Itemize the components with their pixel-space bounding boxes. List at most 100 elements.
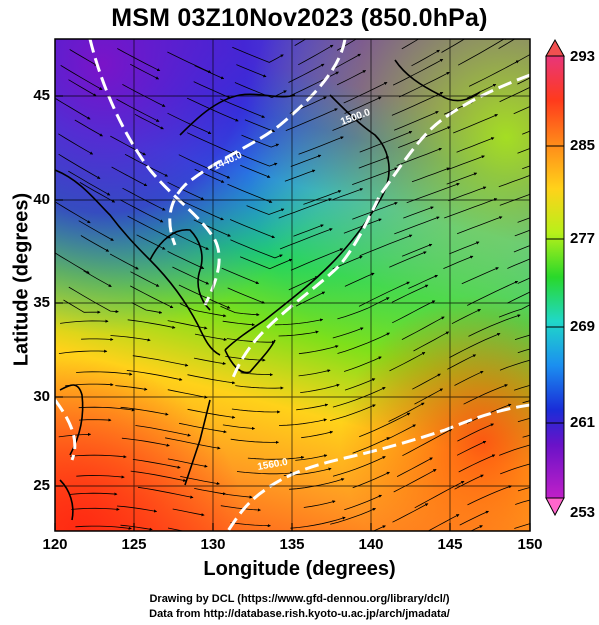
streamline — [499, 444, 530, 456]
streamline — [278, 418, 328, 426]
streamline — [358, 156, 390, 169]
streamline — [449, 333, 501, 358]
streamline — [78, 406, 136, 412]
streamline — [507, 291, 530, 304]
streamline — [352, 201, 398, 220]
streamline — [298, 369, 331, 377]
streamline — [446, 155, 485, 171]
streamline — [446, 172, 478, 185]
streamline — [522, 400, 530, 404]
streamline — [403, 206, 434, 219]
streamline — [132, 459, 181, 469]
streamline — [116, 98, 160, 122]
streamline — [500, 463, 530, 475]
streamline — [135, 425, 191, 437]
streamline — [240, 372, 274, 377]
streamline — [231, 408, 281, 414]
streamline — [83, 270, 112, 287]
streamline — [172, 508, 205, 517]
streamline — [58, 153, 101, 179]
streamline — [359, 412, 411, 438]
streamline — [193, 219, 231, 237]
streamline — [225, 356, 266, 362]
colorbar-tick-label: 261 — [570, 414, 596, 431]
streamline — [58, 133, 94, 155]
streamline — [343, 82, 388, 104]
streamline — [459, 510, 489, 526]
streamline — [408, 274, 438, 289]
streamline — [111, 166, 148, 187]
streamline — [344, 494, 382, 511]
y-tick-label: 40 — [33, 191, 50, 208]
streamline — [241, 134, 280, 148]
streamline — [499, 193, 530, 206]
streamline — [167, 320, 208, 330]
streamline — [220, 98, 265, 118]
streamline — [454, 474, 484, 490]
streamline — [401, 39, 420, 50]
streamline — [389, 352, 426, 372]
streamline — [130, 271, 160, 287]
streamline — [187, 374, 236, 385]
colorbar-tick-label: 253 — [570, 504, 596, 521]
y-tick-label: 30 — [33, 388, 50, 405]
streamline — [120, 524, 153, 531]
streamline — [427, 514, 460, 531]
streamline — [79, 182, 116, 203]
streamline — [194, 333, 228, 341]
streamline — [336, 70, 367, 86]
streamline — [522, 434, 530, 438]
streamline — [517, 217, 530, 223]
streamline — [222, 320, 256, 327]
streamline — [514, 334, 530, 340]
colorbar-tick-label: 293 — [570, 48, 596, 65]
streamline — [401, 243, 433, 257]
streamline — [398, 71, 450, 98]
streamline — [412, 373, 441, 390]
streamline — [230, 438, 280, 444]
streamline — [278, 198, 332, 219]
streamline — [275, 318, 324, 326]
streamline — [80, 235, 110, 252]
streamline — [444, 198, 498, 219]
streamline — [116, 505, 158, 513]
y-tick-label: 25 — [33, 477, 50, 494]
x-tick-label: 125 — [121, 536, 147, 553]
streamline — [411, 49, 440, 67]
streamline — [130, 63, 160, 80]
x-axis-label: Longitude (degrees) — [203, 558, 396, 580]
coastlines — [55, 59, 481, 521]
streamline — [522, 165, 530, 170]
streamline — [227, 183, 273, 203]
streamline — [298, 345, 339, 355]
streamline — [448, 186, 487, 202]
streamline — [290, 154, 322, 167]
y-tick-label: 35 — [33, 294, 50, 311]
streamline — [402, 428, 453, 457]
streamline — [167, 51, 212, 73]
streamline — [288, 71, 339, 98]
streamline — [344, 96, 382, 114]
streamline — [232, 46, 284, 63]
streamline — [121, 437, 170, 447]
streamline — [222, 424, 256, 430]
streamline — [178, 154, 231, 179]
streamline — [172, 232, 209, 250]
streamline — [78, 418, 112, 422]
streamline — [513, 106, 530, 115]
streamline — [235, 385, 284, 390]
streamline — [388, 402, 425, 422]
streamline — [393, 469, 437, 493]
streamline — [300, 383, 340, 393]
x-tick-label: 145 — [437, 536, 463, 553]
streamline — [124, 153, 169, 177]
streamline — [303, 500, 336, 508]
streamline — [221, 267, 260, 284]
streamline — [110, 135, 146, 156]
x-tick-label: 120 — [42, 536, 68, 553]
streamline — [453, 114, 498, 134]
streamline — [239, 256, 293, 270]
streamline — [81, 337, 114, 342]
streamline — [74, 119, 103, 137]
streamline — [295, 454, 328, 461]
